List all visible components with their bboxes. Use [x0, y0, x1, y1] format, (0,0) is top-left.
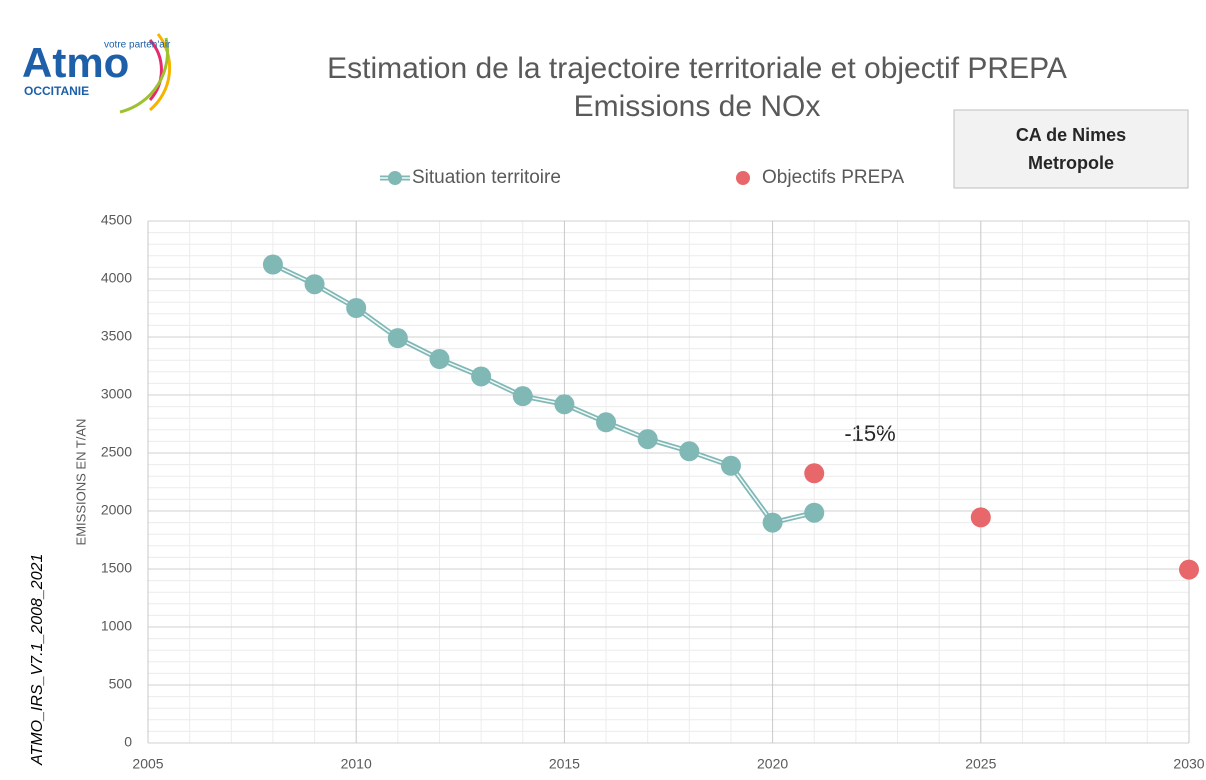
y-tick-label: 0 [124, 734, 132, 750]
badge-line: Metropole [1028, 153, 1114, 173]
data-point [637, 429, 658, 450]
legend-label: Objectifs PREPA [762, 167, 905, 188]
y-tick-label: 3000 [101, 386, 132, 402]
logo-arc [148, 39, 163, 101]
data-point [304, 274, 325, 295]
x-tick-label: 2020 [757, 756, 788, 772]
data-point [512, 386, 533, 407]
annotation: -15% [844, 421, 895, 446]
data-point [262, 254, 283, 275]
grid [147, 220, 1190, 744]
watermark: ATMO_IRS_V7.1_2008_2021 [29, 554, 46, 766]
data-point [596, 412, 617, 433]
data-point [804, 502, 825, 523]
logo-arc [119, 37, 170, 114]
data-point [720, 455, 741, 476]
y-tick-label: 4000 [101, 270, 132, 286]
x-tick-label: 2025 [965, 756, 996, 772]
y-tick-label: 2000 [101, 502, 132, 518]
y-axis-label: EMISSIONS EN T/AN [73, 419, 88, 546]
y-tick-label: 1000 [101, 618, 132, 634]
data-point [1179, 559, 1199, 580]
logo-region: OCCITANIE [24, 84, 89, 98]
data-point [429, 349, 450, 370]
y-tick-label: 2500 [101, 444, 132, 460]
badge-box [953, 109, 1189, 189]
data-point [679, 441, 700, 462]
chart-subtitle: Emissions de NOx [574, 90, 821, 123]
data-point [762, 512, 783, 533]
x-tick-label: 2030 [1173, 756, 1204, 772]
data-point [387, 328, 408, 349]
logo-arc [149, 33, 172, 112]
badge-line: CA de Nimes [1016, 125, 1126, 145]
logo: Atmo votre parten'air OCCITANIE [22, 33, 172, 114]
x-tick-label: 2015 [549, 756, 580, 772]
legend-marker [388, 171, 402, 185]
data-point [471, 366, 492, 387]
legend-label: Situation territoire [412, 167, 561, 188]
chart-title: Estimation de la trajectoire territorial… [327, 52, 1067, 85]
logo-name: Atmo [22, 39, 129, 86]
legend-marker [736, 171, 750, 185]
y-tick-label: 500 [109, 676, 133, 692]
logo-tagline: votre parten'air [104, 40, 171, 51]
y-tick-label: 3500 [101, 328, 132, 344]
data-point [346, 298, 367, 318]
y-tick-label: 1500 [101, 560, 132, 576]
plot [262, 254, 1199, 580]
data-point [970, 507, 991, 528]
x-tick-label: 2010 [341, 756, 372, 772]
data-point [804, 463, 825, 484]
data-point [554, 394, 575, 415]
x-tick-label: 2005 [132, 756, 163, 772]
y-tick-label: 4500 [101, 212, 132, 228]
